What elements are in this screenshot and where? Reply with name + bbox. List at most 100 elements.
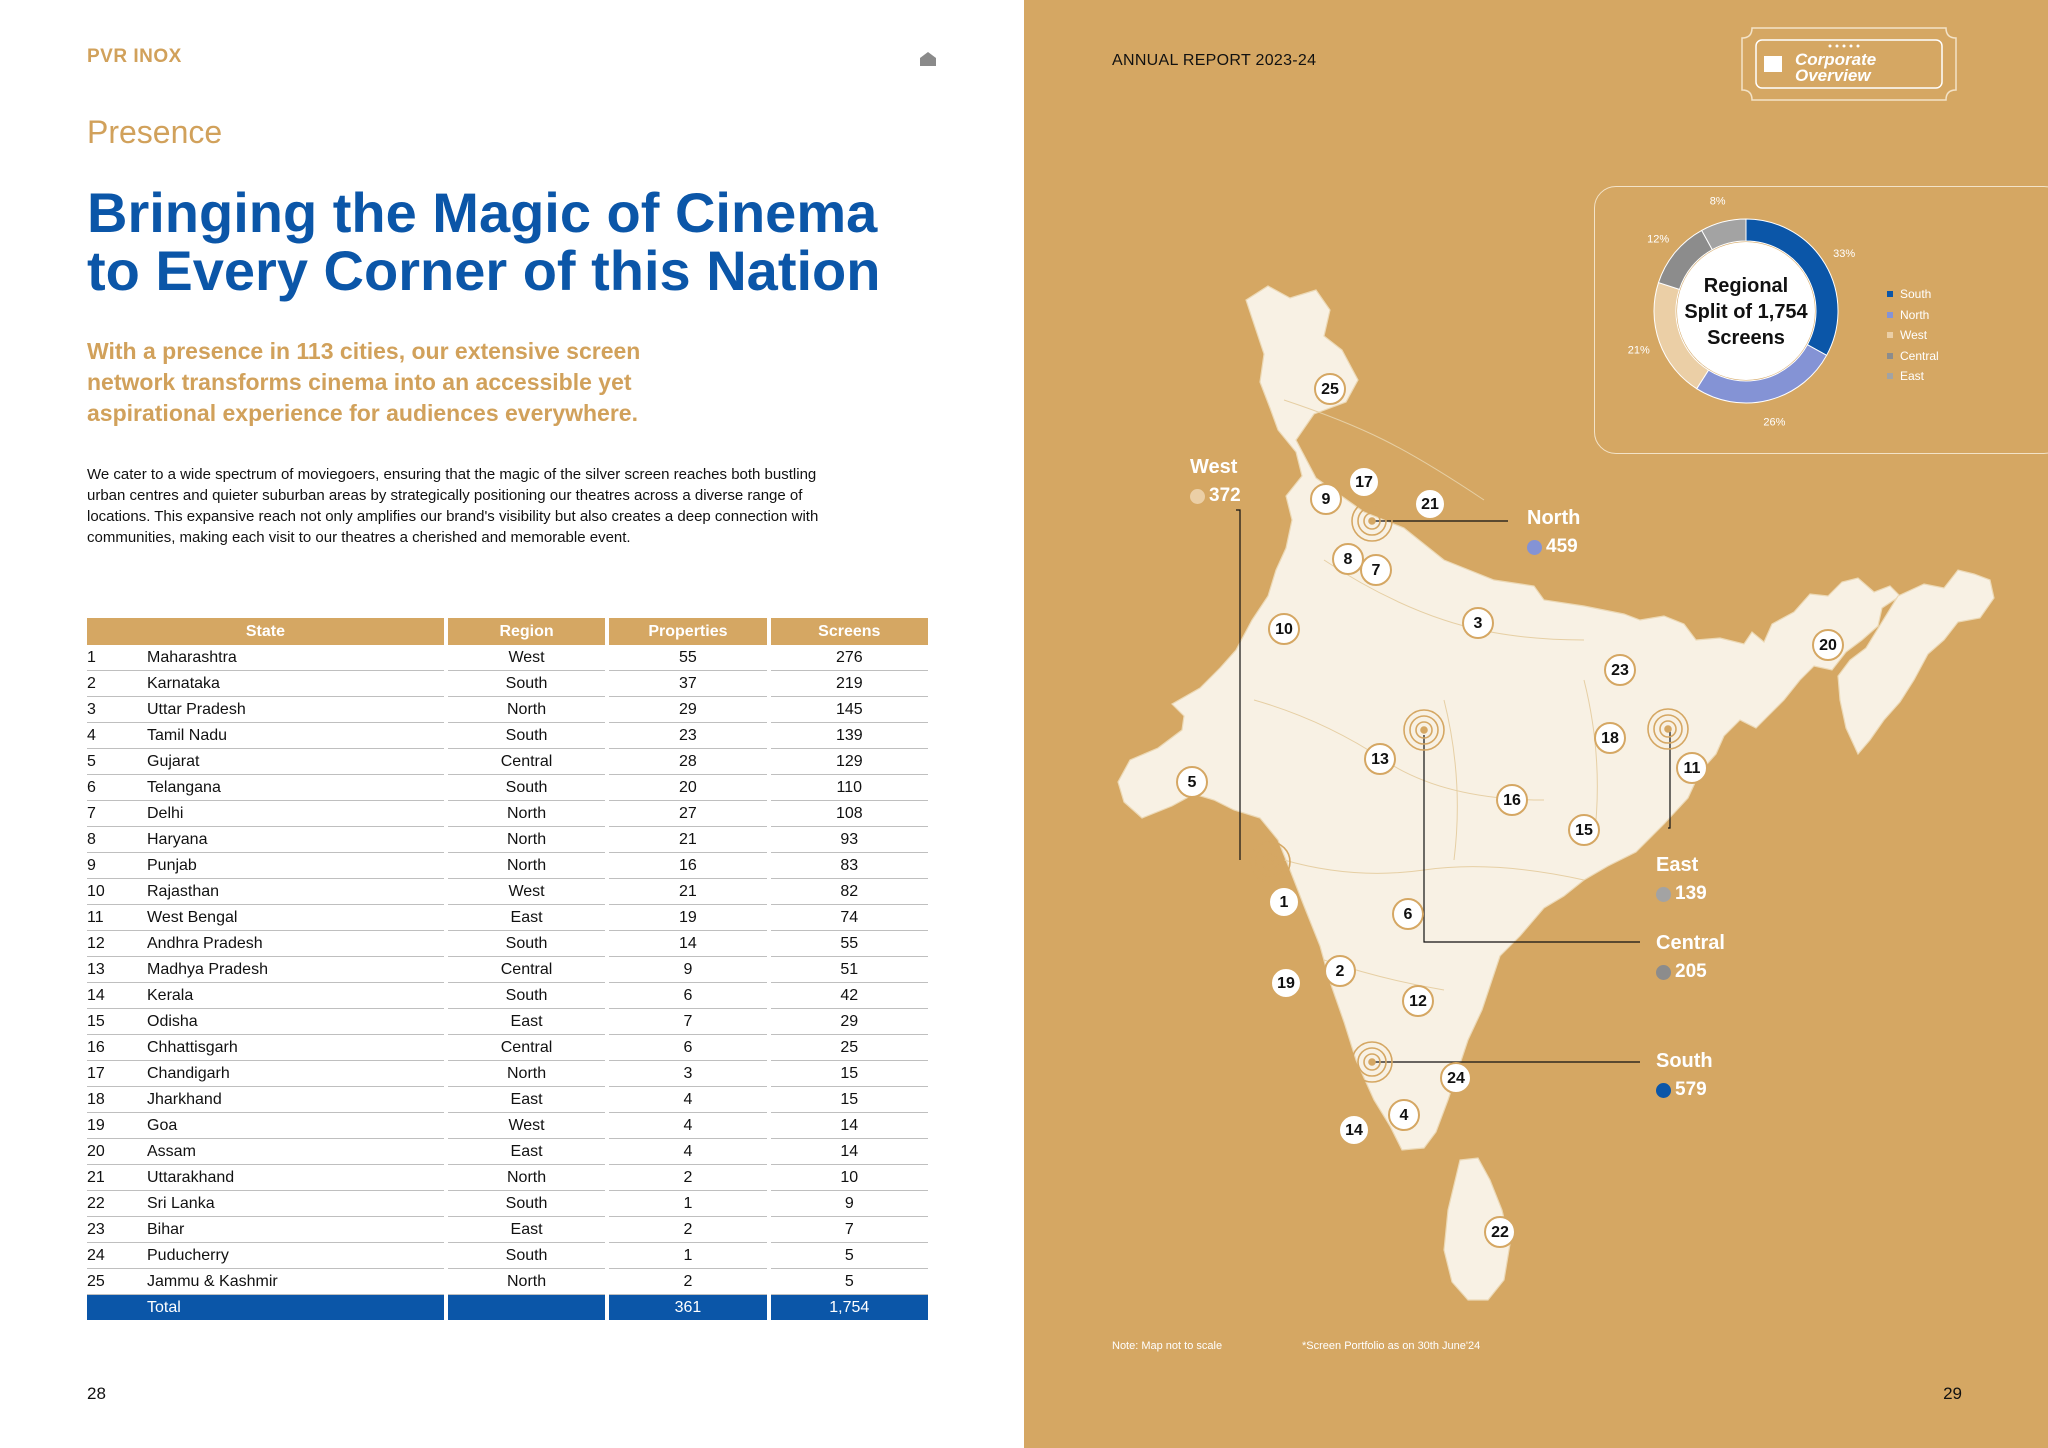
map-marker-label: 20 [1819, 637, 1837, 654]
region-cell: North [447, 1269, 606, 1295]
screens-cell: 10 [770, 1165, 928, 1191]
state-cell: 20 Assam [87, 1139, 444, 1165]
map-marker-label: 21 [1421, 496, 1439, 513]
map-marker: 9 [1310, 483, 1342, 515]
screens-cell: 110 [770, 775, 928, 801]
state-cell: 11 West Bengal [87, 905, 444, 931]
left-page: PVR​ INOX Presence Bringing the Magic of… [83, 46, 936, 1403]
map-marker-label: 22 [1491, 1224, 1509, 1241]
properties-cell: 23 [609, 723, 767, 749]
properties-cell: 2 [609, 1165, 767, 1191]
properties-cell: 4 [609, 1087, 767, 1113]
state-cell: 17 Chandigarh [87, 1061, 444, 1087]
table-row: 17 Chandigarh North 3 15 [87, 1061, 928, 1087]
table-row: 3 Uttar Pradesh North 29 145 [87, 697, 928, 723]
map-marker-label: 13 [1371, 751, 1389, 768]
map-marker-label: 1 [1280, 894, 1289, 911]
region-hub-ring [1261, 853, 1279, 871]
map-marker-label: 14 [1345, 1122, 1363, 1139]
donut-slice-east [1700, 218, 1747, 251]
region-cell: Central [447, 749, 606, 775]
region-cell: South [447, 983, 606, 1009]
map-marker: 14 [1338, 1114, 1370, 1146]
region-hub-ring [1659, 720, 1677, 738]
screens-cell: 83 [770, 853, 928, 879]
region-cell: East [447, 1087, 606, 1113]
map-marker: 20 [1812, 629, 1844, 661]
table-row: 16 Chhattisgarh Central 6 25 [87, 1035, 928, 1061]
region-cell: North [447, 1061, 606, 1087]
map-marker-label: 3 [1474, 615, 1483, 632]
screens-cell: 276 [770, 645, 928, 671]
screens-cell: 14 [770, 1139, 928, 1165]
region-cell: Central [447, 1035, 606, 1061]
state-cell: 8 Haryana [87, 827, 444, 853]
legend-item: South [1887, 284, 1939, 305]
region-dot [1656, 1082, 1671, 1098]
properties-cell: 2 [609, 1217, 767, 1243]
properties-cell: 21 [609, 879, 767, 905]
header-state: State [87, 618, 444, 645]
properties-cell: 55 [609, 645, 767, 671]
region-hub-ring [1415, 721, 1433, 739]
legend-swatch [1887, 332, 1893, 339]
region-hub-ring [1255, 847, 1285, 877]
region-cell: North [447, 827, 606, 853]
map-marker-label: 4 [1400, 1107, 1409, 1124]
region-hub-ring [1664, 725, 1672, 733]
table-row: 22 Sri Lanka South 1 9 [87, 1191, 928, 1217]
properties-cell: 3 [609, 1061, 767, 1087]
region-cell: West [447, 645, 606, 671]
region-hub-ring [1647, 708, 1689, 750]
home-icon[interactable] [920, 52, 936, 66]
state-cell: 24 Puducherry [87, 1243, 444, 1269]
properties-cell: 9 [609, 957, 767, 983]
total-label: Total [87, 1295, 444, 1320]
map-marker-label: 11 [1684, 760, 1701, 777]
region-dot [1656, 886, 1671, 902]
map-marker: 24 [1440, 1062, 1472, 1094]
state-cell: 6 Telangana [87, 775, 444, 801]
state-cell: 4 Tamil Nadu [87, 723, 444, 749]
header-screens: Screens [770, 618, 928, 645]
map-marker: 12 [1402, 985, 1434, 1017]
map-marker: 2 [1324, 955, 1356, 987]
presence-table: State Region Properties Screens 1 Maharas… [83, 618, 932, 1320]
map-marker-label: 18 [1601, 730, 1619, 747]
region-hub-ring [1363, 1053, 1381, 1071]
region-hub-ring [1368, 1058, 1376, 1066]
subheading: With a presence in 113 cities, our exten… [87, 338, 641, 426]
properties-cell: 4 [609, 1113, 767, 1139]
map-marker-label: 24 [1447, 1070, 1465, 1087]
properties-cell: 20 [609, 775, 767, 801]
region-cell: West [447, 1113, 606, 1139]
map-marker-label: 5 [1188, 774, 1197, 791]
properties-cell: 6 [609, 1035, 767, 1061]
region-dot [1656, 964, 1671, 980]
pvr-inox-logo: PVR​ INOX [87, 46, 182, 67]
properties-cell: 29 [609, 697, 767, 723]
table-row: 7 Delhi North 27 108 [87, 801, 928, 827]
screens-cell: 15 [770, 1061, 928, 1087]
chart-panel [1594, 186, 2048, 454]
map-marker-label: 8 [1344, 551, 1353, 568]
screens-cell: 5 [770, 1269, 928, 1295]
ticket-badge [1741, 27, 1957, 101]
map-marker-label: 2 [1336, 963, 1345, 980]
screens-cell: 29 [770, 1009, 928, 1035]
properties-cell: 21 [609, 827, 767, 853]
donut-percent-label: 21% [1628, 345, 1650, 357]
badge-label: Corporate Overview [1795, 50, 1877, 85]
map-marker: 17 [1348, 466, 1380, 498]
legend-swatch [1887, 373, 1893, 380]
map-marker-label: 10 [1275, 621, 1293, 638]
region-label-south: South 579 [1656, 1050, 1713, 1100]
region-label-east: East 139 [1656, 854, 1707, 904]
table-row: 13 Madhya Pradesh Central 9 51 [87, 957, 928, 983]
region-cell: North [447, 801, 606, 827]
region-cell: East [447, 1139, 606, 1165]
table-row: 19 Goa West 4 14 [87, 1113, 928, 1139]
total-screens: 1,754 [770, 1295, 928, 1320]
table-row: 12 Andhra Pradesh South 14 55 [87, 931, 928, 957]
state-cell: 19 Goa [87, 1113, 444, 1139]
